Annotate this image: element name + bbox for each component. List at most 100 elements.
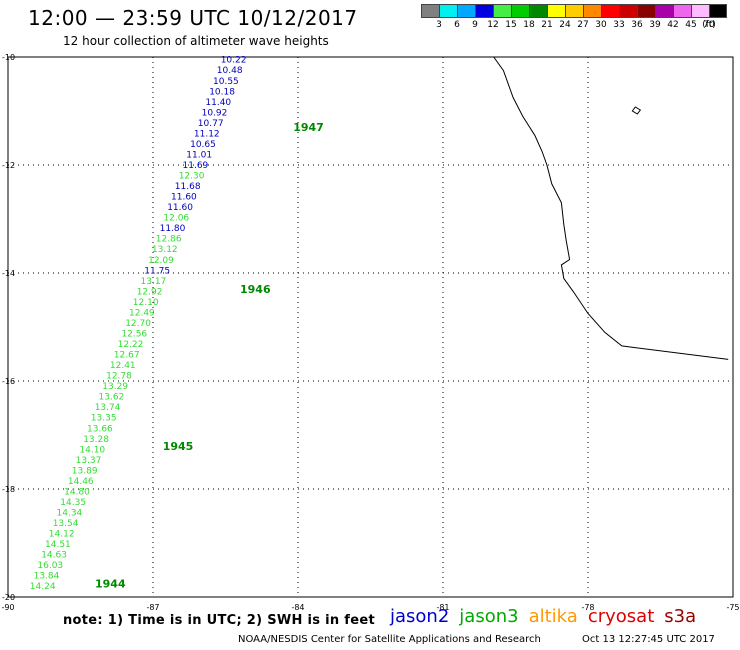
page-title: 12:00 — 23:59 UTC 10/12/2017 bbox=[28, 6, 358, 30]
wave-height-label: 12.49 bbox=[129, 308, 155, 318]
wave-height-label: 11.01 bbox=[186, 151, 212, 161]
legend-swatch bbox=[511, 4, 529, 18]
satellite-legend: jason2 jason3 altika cryosat s3a bbox=[390, 606, 696, 627]
lat-tick-label: -14 bbox=[2, 269, 15, 278]
legend-label: 6 bbox=[454, 20, 460, 30]
legend-swatch bbox=[439, 4, 457, 18]
wave-height-label: 13.84 bbox=[34, 572, 60, 582]
wave-height-label: 10.77 bbox=[198, 119, 224, 129]
wave-height-label: 13.62 bbox=[99, 393, 125, 403]
wave-height-label: 13.37 bbox=[76, 456, 102, 466]
wave-height-label: 14.80 bbox=[64, 487, 90, 497]
legend-swatch bbox=[457, 4, 475, 18]
wave-height-label: 12.78 bbox=[106, 372, 132, 382]
wave-height-label: 16.03 bbox=[37, 561, 63, 571]
wave-height-label: 13.89 bbox=[72, 466, 98, 476]
wave-height-label: 12.92 bbox=[137, 287, 163, 297]
wave-height-label: 13.74 bbox=[95, 403, 121, 413]
legend-swatch bbox=[547, 4, 565, 18]
legend-swatch bbox=[565, 4, 583, 18]
legend-swatch bbox=[421, 4, 439, 18]
legend-swatch bbox=[637, 4, 655, 18]
lon-tick-label: -84 bbox=[291, 603, 304, 612]
wave-height-label: 14.34 bbox=[57, 509, 83, 519]
lon-tick-label: -90 bbox=[1, 603, 14, 612]
wave-height-label: 10.18 bbox=[209, 87, 235, 97]
legend-label: 70 bbox=[703, 20, 715, 30]
wave-height-label: 11.12 bbox=[194, 129, 220, 139]
legend-swatch bbox=[493, 4, 511, 18]
color-legend: 3 6 9 12 15 18 21 24 27 30 33 36 39 42 45 70 (ft) bbox=[421, 4, 727, 32]
satellite-label-jason3: jason3 bbox=[459, 606, 519, 627]
page-subtitle: 12 hour collection of altimeter wave hei… bbox=[63, 34, 329, 48]
legend-label: 33 bbox=[613, 20, 625, 30]
wave-height-label: 10.22 bbox=[221, 56, 247, 66]
legend-swatch bbox=[691, 4, 709, 18]
legend-swatch bbox=[619, 4, 637, 18]
wave-height-label: 13.28 bbox=[83, 435, 109, 445]
lon-tick-label: -81 bbox=[436, 603, 449, 612]
legend-label: 39 bbox=[649, 20, 661, 30]
wave-height-label: 13.12 bbox=[152, 245, 178, 255]
satellite-label-jason2: jason2 bbox=[390, 606, 450, 627]
legend-swatch bbox=[673, 4, 691, 18]
wave-height-label: 10.48 bbox=[217, 66, 243, 76]
legend-swatch bbox=[601, 4, 619, 18]
lat-tick-label: -16 bbox=[2, 377, 15, 386]
wave-height-label: 10.55 bbox=[213, 77, 239, 87]
wave-height-label: 12.86 bbox=[156, 235, 182, 245]
wave-height-label: 13.66 bbox=[87, 424, 113, 434]
credit-line: NOAA/NESDIS Center for Satellite Applica… bbox=[238, 634, 541, 645]
legend-label: 42 bbox=[667, 20, 679, 30]
island bbox=[631, 106, 642, 115]
lat-tick-label: -12 bbox=[2, 161, 15, 170]
satellite-label-altika: altika bbox=[528, 606, 578, 627]
wave-height-label: 10.65 bbox=[190, 140, 216, 150]
wave-height-label: 13.35 bbox=[91, 414, 117, 424]
wave-height-label: 11.75 bbox=[144, 266, 170, 276]
legend-label: 12 bbox=[487, 20, 499, 30]
wave-height-label: 14.12 bbox=[49, 530, 75, 540]
wave-height-label: 12.10 bbox=[133, 298, 159, 308]
satellite-label-s3a: s3a bbox=[664, 606, 697, 627]
wave-height-label: 12.70 bbox=[125, 319, 151, 329]
wave-height-label: 12.56 bbox=[121, 330, 147, 340]
wave-height-label: 11.60 bbox=[167, 203, 193, 213]
legend-swatch bbox=[475, 4, 493, 18]
legend-swatch bbox=[529, 4, 547, 18]
map-frame bbox=[7, 56, 734, 598]
wave-height-label: 12.09 bbox=[148, 256, 174, 266]
wave-height-label: 14.51 bbox=[45, 540, 71, 550]
hour-marker: 1947 bbox=[293, 121, 324, 134]
wave-height-label: 13.17 bbox=[141, 277, 167, 287]
wave-height-label: 14.46 bbox=[68, 477, 94, 487]
wave-height-label: 14.24 bbox=[30, 582, 56, 592]
legend-label: 21 bbox=[541, 20, 553, 30]
wave-height-label: 14.10 bbox=[79, 445, 105, 455]
lon-tick-label: -87 bbox=[146, 603, 159, 612]
legend-label: 30 bbox=[595, 20, 607, 30]
legend-label: 3 bbox=[436, 20, 442, 30]
wave-height-label: 11.60 bbox=[171, 193, 197, 203]
legend-label: 9 bbox=[472, 20, 478, 30]
lon-tick-label: -75 bbox=[726, 603, 739, 612]
footer-note: note: 1) Time is in UTC; 2) SWH is in fe… bbox=[63, 613, 375, 628]
legend-label: 18 bbox=[523, 20, 535, 30]
wave-height-label: 11.69 bbox=[183, 161, 209, 171]
wave-height-label: 13.54 bbox=[53, 519, 79, 529]
coastline bbox=[493, 56, 729, 360]
hour-marker: 1945 bbox=[163, 440, 194, 453]
wave-height-label: 13.29 bbox=[102, 382, 128, 392]
legend-swatch bbox=[655, 4, 673, 18]
legend-label: 24 bbox=[559, 20, 571, 30]
wave-height-label: 14.63 bbox=[41, 551, 67, 561]
legend-label: 45 bbox=[685, 20, 697, 30]
legend-label: 36 bbox=[631, 20, 643, 30]
legend-labels: 3 6 9 12 15 18 21 24 27 30 33 36 39 42 45 70 (ft) bbox=[421, 20, 727, 32]
hour-marker: 1944 bbox=[95, 578, 126, 591]
lat-tick-label: -10 bbox=[2, 53, 15, 62]
wave-height-label: 11.80 bbox=[160, 224, 186, 234]
wave-height-label: 10.92 bbox=[202, 108, 228, 118]
legend-unit: (ft) bbox=[702, 20, 716, 30]
